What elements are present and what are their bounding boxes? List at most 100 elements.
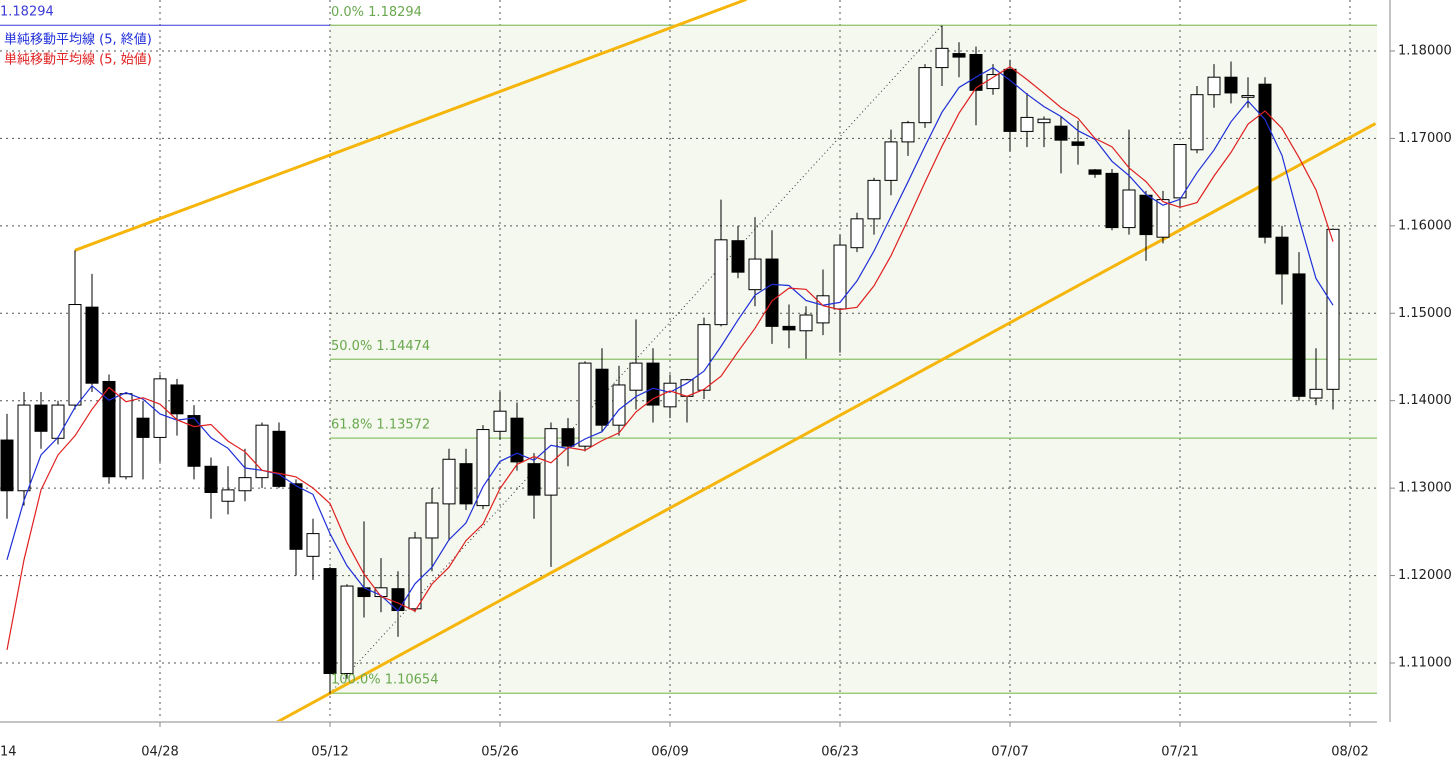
candle-body bbox=[578, 362, 592, 447]
candle-body bbox=[408, 537, 422, 610]
candle-body bbox=[612, 384, 626, 426]
candle-body bbox=[1003, 68, 1017, 132]
ma-line bbox=[6, 66, 1334, 612]
candle-body bbox=[1224, 76, 1238, 94]
candle-body bbox=[289, 483, 303, 550]
fib-label: 100.0% 1.10654 bbox=[331, 673, 438, 688]
legend-entry: 単純移動平均線 (5, 終値) bbox=[4, 32, 152, 48]
candle-body bbox=[119, 393, 133, 478]
y-tick-label: 1.11000 bbox=[1398, 655, 1452, 670]
y-tick-label: 1.17000 bbox=[1398, 131, 1452, 146]
candle-body bbox=[1088, 169, 1102, 175]
candle-body bbox=[748, 258, 762, 291]
candle-body bbox=[1326, 228, 1340, 390]
candle-body bbox=[1037, 118, 1051, 124]
candle-body bbox=[306, 533, 320, 557]
candle-body bbox=[986, 74, 1000, 90]
candle-body bbox=[459, 463, 473, 505]
fib-label: 61.8% 1.13572 bbox=[331, 418, 430, 433]
candle-body bbox=[714, 239, 728, 326]
plot-area bbox=[0, 0, 1377, 721]
candle-body bbox=[527, 463, 541, 496]
x-tick-label: 07/07 bbox=[991, 745, 1028, 760]
candle-body bbox=[561, 428, 575, 447]
candle-body bbox=[1139, 194, 1153, 236]
y-tick-label: 1.14000 bbox=[1398, 393, 1452, 408]
x-tick-label: 07/21 bbox=[1161, 745, 1198, 760]
labels: 1.11000 1.12000 1.13000 1.14000 1.15000 1.160… bbox=[0, 5, 1452, 760]
candle-body bbox=[1071, 141, 1085, 146]
candle-body bbox=[1190, 94, 1204, 151]
candle-body bbox=[867, 179, 881, 220]
candle-body bbox=[782, 325, 796, 331]
candle-body bbox=[85, 306, 99, 384]
x-tick-label: 08/02 bbox=[1331, 745, 1368, 760]
y-tick-label: 1.12000 bbox=[1398, 568, 1452, 583]
candle-body bbox=[221, 489, 235, 502]
axes bbox=[0, 0, 1395, 727]
candle-body bbox=[884, 141, 898, 181]
candle-body bbox=[1156, 199, 1170, 238]
candle-body bbox=[34, 404, 48, 432]
candle-body bbox=[1054, 125, 1068, 141]
candle-body bbox=[935, 47, 949, 69]
x-tick-label: 06/23 bbox=[821, 745, 858, 760]
y-tick-label: 1.18000 bbox=[1398, 43, 1452, 58]
candle-body bbox=[765, 258, 779, 327]
candle-body bbox=[442, 458, 456, 505]
candle-body bbox=[340, 585, 354, 674]
candle-body bbox=[595, 368, 609, 426]
candle-body bbox=[493, 410, 507, 432]
legend-entry: 単純移動平均線 (5, 始値) bbox=[4, 52, 152, 68]
candle-body bbox=[1309, 388, 1323, 399]
candle-body bbox=[1122, 189, 1136, 229]
candle-body bbox=[544, 428, 558, 496]
candle-body bbox=[136, 417, 150, 438]
candle-body bbox=[255, 424, 269, 479]
candle-body bbox=[323, 568, 337, 674]
candle-body bbox=[1207, 76, 1221, 96]
candle-body bbox=[0, 439, 14, 492]
candle-body bbox=[731, 240, 745, 273]
candle-body bbox=[476, 429, 490, 507]
candle-body bbox=[1105, 172, 1119, 229]
candle-body bbox=[425, 502, 439, 539]
candle-body bbox=[51, 404, 65, 439]
candle-body bbox=[918, 67, 932, 124]
candle-body bbox=[1020, 116, 1034, 132]
y-tick-label: 1.16000 bbox=[1398, 218, 1452, 233]
ma-line bbox=[6, 65, 1334, 651]
candle-body bbox=[969, 53, 983, 91]
candle-body bbox=[17, 404, 31, 492]
candle-body bbox=[272, 430, 286, 487]
x-tick-label: 06/09 bbox=[651, 745, 688, 760]
fib-label: 50.0% 1.14474 bbox=[331, 339, 430, 354]
candle-body bbox=[1258, 83, 1272, 238]
candle-body bbox=[187, 415, 201, 467]
trend-line bbox=[275, 122, 1377, 721]
x-tick-label: 14 bbox=[0, 745, 17, 760]
candle-body bbox=[663, 382, 677, 408]
candle-body bbox=[850, 218, 864, 249]
y-tick-label: 1.13000 bbox=[1398, 481, 1452, 496]
candle-body bbox=[68, 304, 82, 406]
candle-body bbox=[102, 380, 116, 478]
candle-body bbox=[629, 362, 643, 391]
candle-body bbox=[799, 314, 813, 332]
x-tick-label: 04/28 bbox=[141, 745, 178, 760]
candle-body bbox=[170, 384, 184, 415]
price-line-label: 1.18294 bbox=[0, 5, 54, 20]
candle-body bbox=[816, 295, 830, 324]
candle-body bbox=[1241, 95, 1255, 98]
candle-body bbox=[680, 379, 694, 397]
candle-body bbox=[1292, 273, 1306, 397]
candle-body bbox=[1275, 236, 1289, 275]
x-tick-label: 05/12 bbox=[311, 745, 348, 760]
x-tick-label: 05/26 bbox=[481, 745, 518, 760]
fib-label: 0.0% 1.18294 bbox=[331, 5, 422, 20]
candle-body bbox=[697, 324, 711, 391]
candle-body bbox=[238, 477, 252, 492]
candle-body bbox=[1173, 144, 1187, 199]
